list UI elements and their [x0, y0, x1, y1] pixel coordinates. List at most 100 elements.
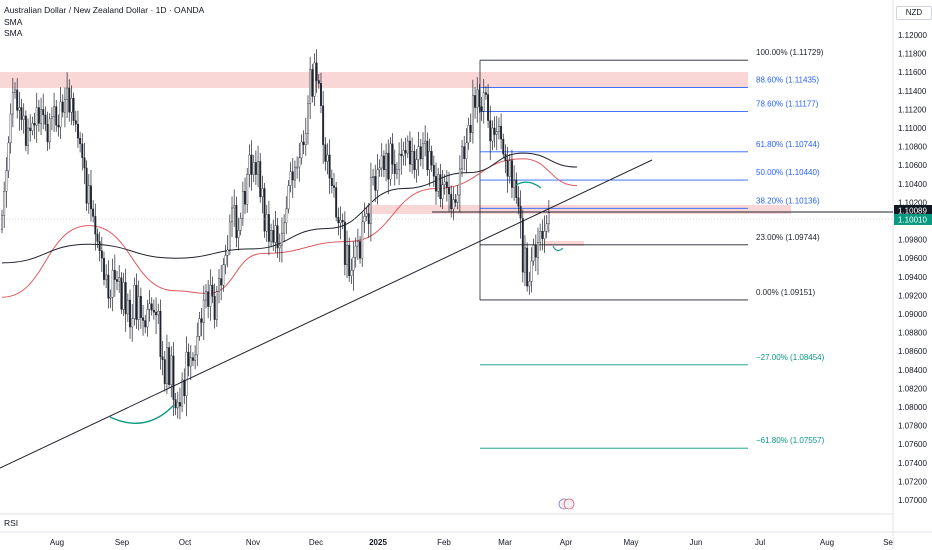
candle-body: [181, 379, 184, 407]
candle-body: [278, 244, 281, 249]
candle-body: [29, 127, 32, 131]
x-tick-label: Aug: [50, 538, 64, 547]
candle-body: [98, 241, 101, 251]
candle-body: [315, 62, 318, 81]
candle-body: [57, 125, 60, 128]
fib-level-label: 78.60% (1.11177): [756, 100, 819, 109]
candle-body: [387, 152, 390, 180]
candle-body: [500, 125, 503, 140]
x-tick-label: Oct: [179, 538, 192, 547]
candle-body: [487, 94, 490, 121]
candle-body: [309, 69, 312, 105]
green-arc-top[interactable]: [515, 181, 542, 189]
candle-body: [404, 150, 407, 154]
y-tick-label: 1.11000: [898, 124, 927, 133]
currency-button[interactable]: NZD: [896, 6, 932, 20]
candle-body: [374, 176, 377, 191]
y-tick-label: 1.08000: [898, 403, 927, 412]
candle-body: [192, 357, 194, 361]
indicator-sma-1[interactable]: SMA: [4, 17, 23, 27]
candle-body: [40, 109, 43, 124]
candle-body: [68, 87, 71, 113]
candle-body: [228, 221, 231, 251]
candles: [1, 49, 550, 420]
candle-body: [517, 197, 520, 207]
candle-body: [155, 311, 158, 316]
candle-body: [484, 92, 487, 95]
candle-body: [320, 83, 322, 106]
candle-body: [224, 255, 227, 265]
y-tick-label: 1.11600: [898, 68, 927, 77]
candle-body: [27, 127, 29, 146]
event-icons[interactable]: [558, 498, 575, 510]
candle-body: [7, 142, 10, 171]
fib-level-label: 61.80% (1.10744): [756, 140, 820, 149]
candle-body: [469, 125, 472, 133]
sma-lines: [1, 152, 578, 298]
candle-body: [435, 176, 437, 192]
y-tick-label: 1.09600: [898, 254, 927, 263]
candle-body: [419, 146, 422, 159]
candle-body: [72, 98, 75, 121]
x-tick-label: 2025: [369, 538, 387, 547]
candle-body: [35, 107, 38, 126]
symbol-title[interactable]: Australian Dollar / New Zealand Dollar ·…: [4, 5, 205, 15]
candle-body: [339, 219, 342, 224]
candle-body: [113, 270, 116, 280]
candle-body: [211, 284, 214, 297]
candle-body: [493, 127, 496, 135]
sma-slow-line: [1, 152, 578, 264]
candle-body: [426, 140, 429, 171]
candle-body: [83, 157, 86, 169]
candle-body: [526, 247, 529, 287]
candle-body: [513, 179, 516, 188]
candle-body: [461, 146, 463, 170]
candle-body: [443, 181, 446, 185]
candle-body: [511, 160, 513, 188]
candle-body: [428, 151, 431, 171]
candle-body: [14, 89, 16, 93]
x-tick-label: Aug: [820, 538, 834, 547]
candle-body: [400, 153, 403, 157]
candle-body: [276, 225, 279, 249]
support-zone[interactable]: [367, 205, 791, 214]
candle-body: [87, 185, 90, 204]
green-arc-low[interactable]: [109, 404, 175, 424]
y-tick-label: 1.10800: [898, 143, 927, 152]
green-arc-small[interactable]: [552, 245, 564, 252]
candle-body: [92, 208, 95, 217]
candle-body: [220, 278, 223, 286]
candle-body: [157, 311, 160, 316]
candle-body: [521, 218, 524, 273]
candle-body: [328, 154, 331, 179]
candle-body: [16, 89, 19, 111]
target-box[interactable]: [544, 241, 584, 246]
candle-body: [450, 193, 453, 210]
y-tick-label: 1.11400: [898, 87, 927, 96]
candle-body: [300, 141, 303, 158]
candle-body: [307, 103, 309, 134]
ascending-trendline[interactable]: [0, 159, 653, 469]
candle-body: [350, 270, 353, 277]
candle-body: [133, 284, 136, 319]
candle-body: [335, 187, 338, 218]
candle-body: [261, 188, 264, 198]
candle-body: [291, 171, 294, 181]
candle-body: [59, 101, 62, 128]
candle-body: [445, 181, 448, 188]
candle-body: [287, 185, 290, 210]
candle-body: [120, 277, 123, 310]
candle-body: [250, 154, 253, 175]
rsi-pane-label[interactable]: RSI: [4, 518, 19, 528]
resistance-zone[interactable]: [0, 72, 748, 88]
candle-body: [270, 230, 273, 242]
candle-body: [94, 216, 97, 235]
indicator-sma-2[interactable]: SMA: [4, 28, 23, 38]
candle-body: [480, 106, 483, 112]
x-tick-label: May: [623, 538, 638, 547]
fib-level-label: −27.00% (1.08454): [756, 353, 825, 362]
candle-body: [226, 249, 229, 256]
last-price-text: 1.10089: [898, 207, 927, 216]
candle-body: [146, 309, 149, 328]
